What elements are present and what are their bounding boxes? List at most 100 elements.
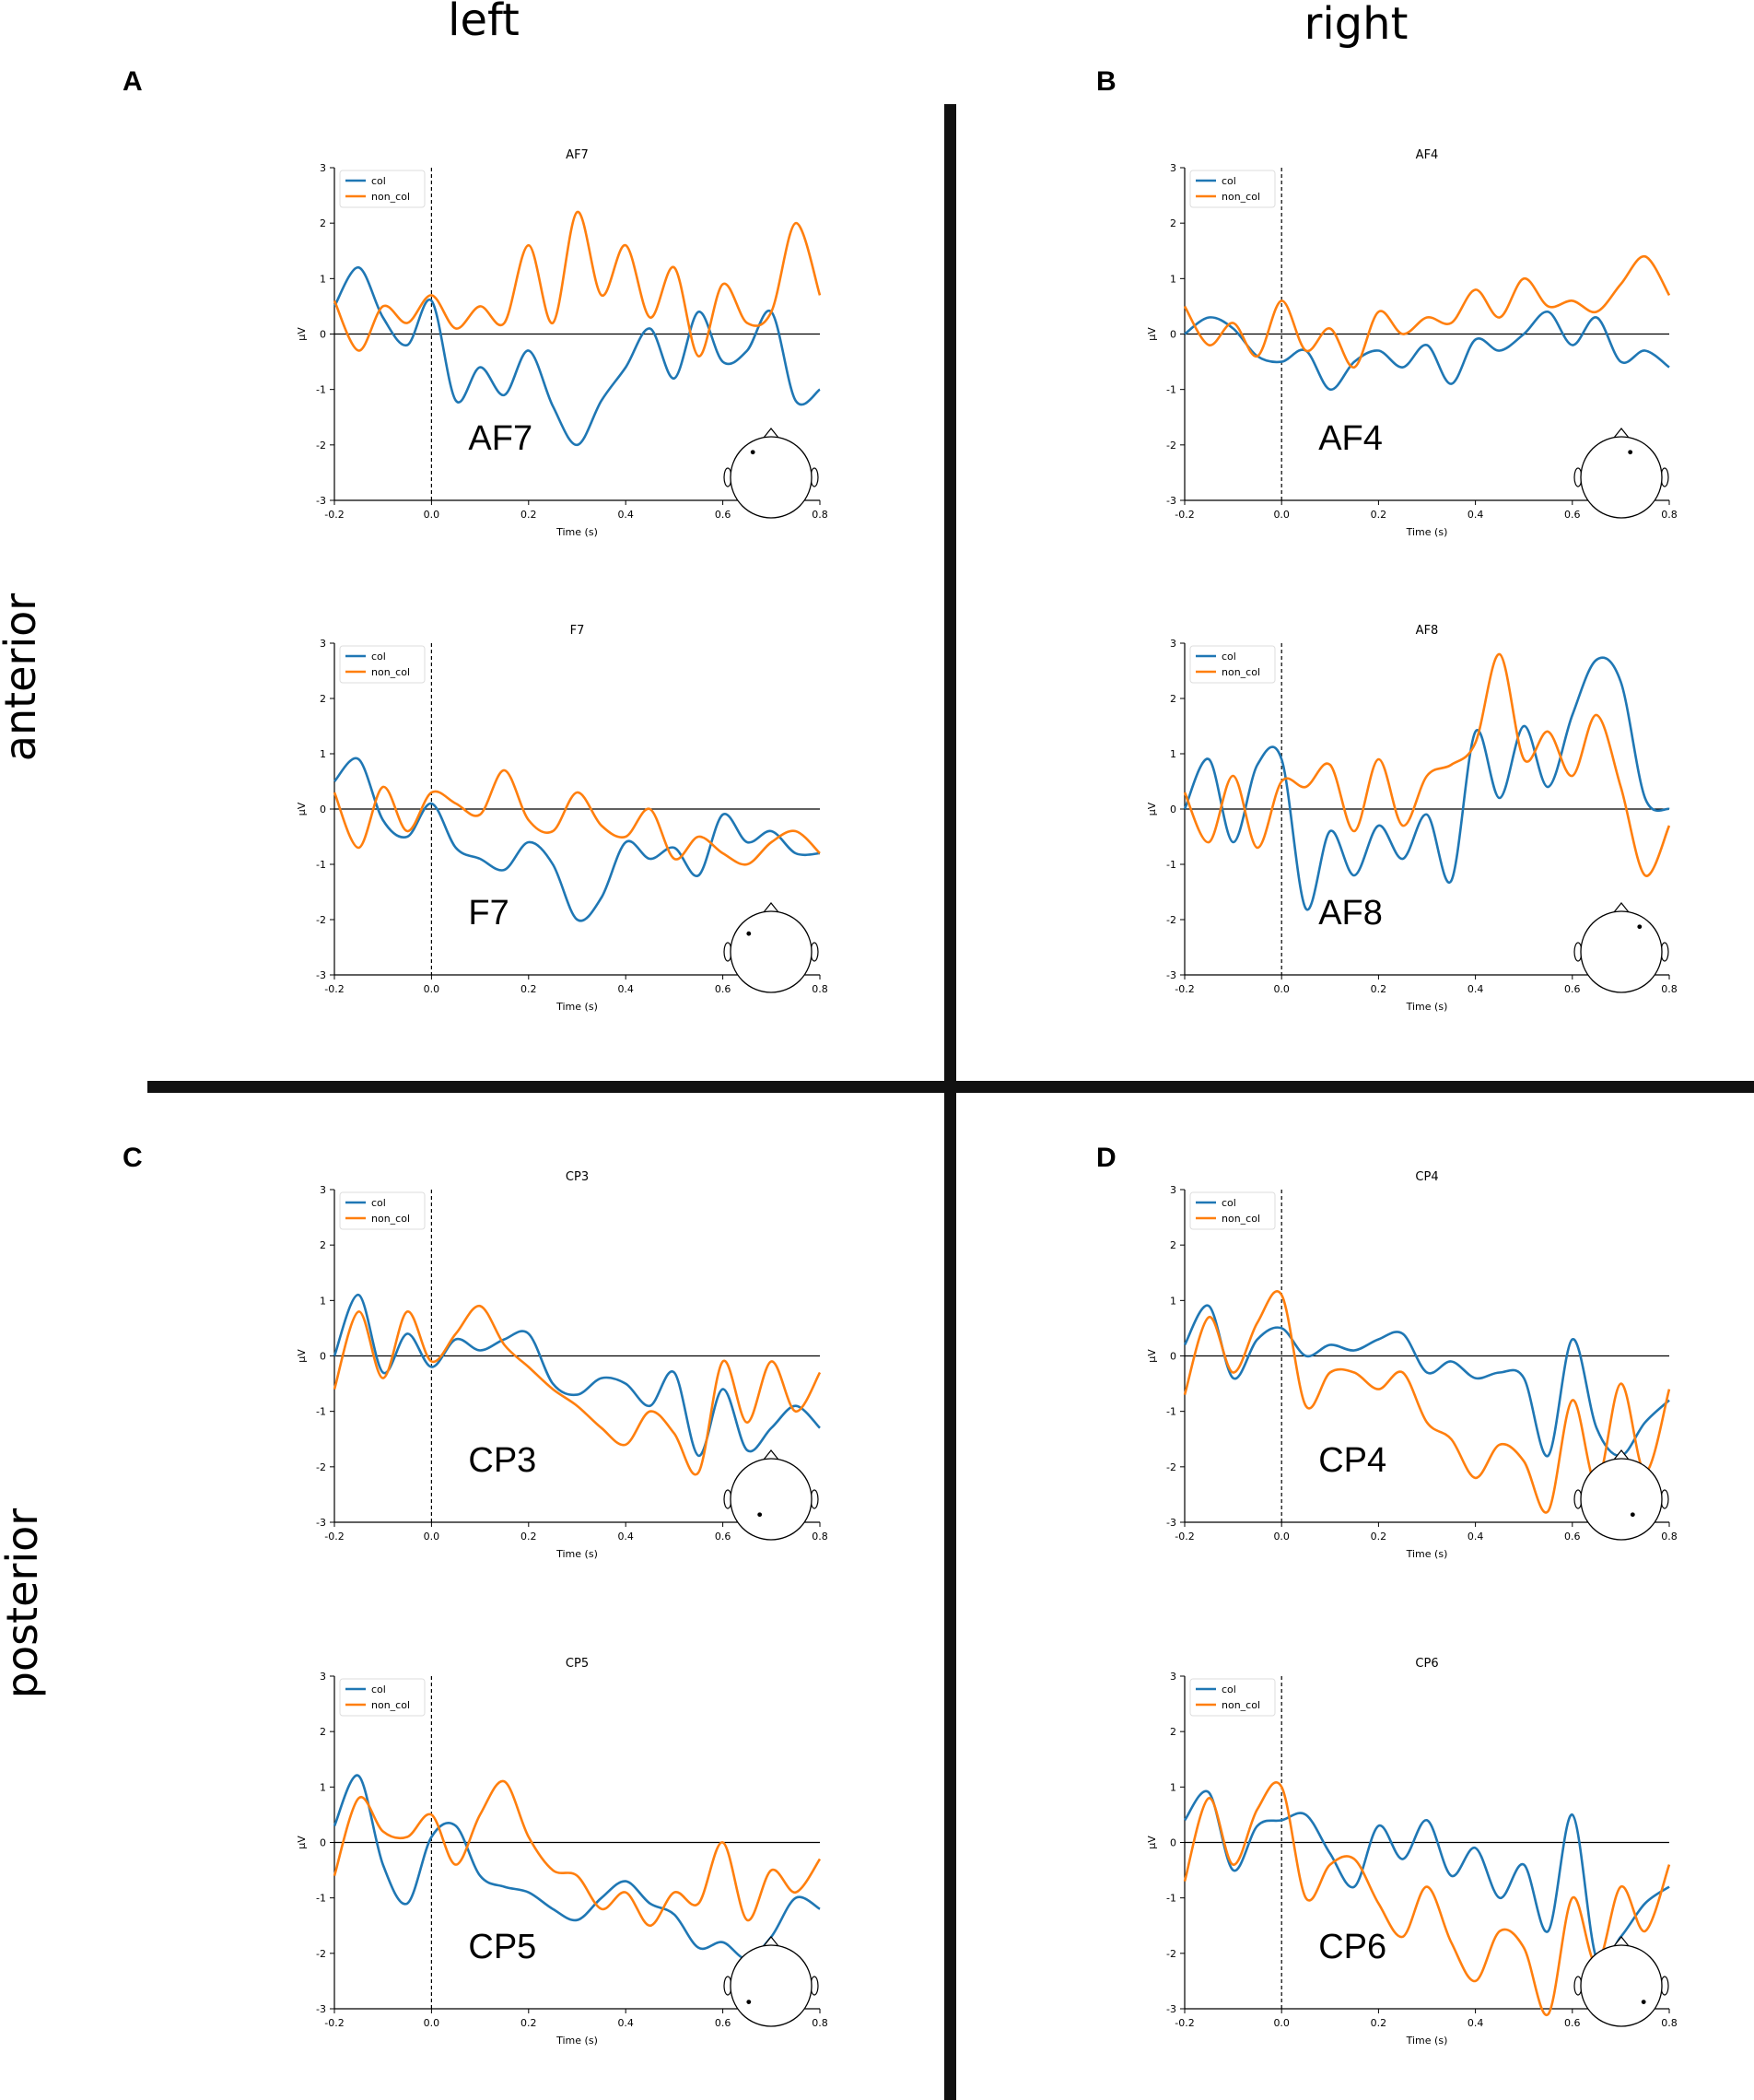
legend-label: non_col (1222, 1213, 1260, 1225)
y-tick-label: -2 (1166, 914, 1176, 926)
x-tick-label: 0.2 (520, 509, 537, 521)
y-tick-label: 2 (320, 1239, 326, 1251)
y-tick-label: 1 (320, 1781, 326, 1793)
series-line-col (333, 1774, 821, 1961)
legend: col non_col (1189, 645, 1276, 684)
x-tick-label: 0.0 (424, 509, 440, 521)
y-tick-label: 1 (1170, 273, 1176, 285)
series-line-non-col (333, 1779, 822, 1928)
channel-label: AF8 (1318, 894, 1383, 933)
series-line-non-col (1183, 254, 1671, 369)
chart-title: AF7 (566, 148, 589, 162)
y-tick-label: -3 (1166, 2003, 1176, 2015)
chart-title: AF8 (1416, 624, 1439, 638)
y-tick-label: -3 (1166, 969, 1176, 981)
x-axis-label: Time (s) (555, 2035, 598, 2047)
y-tick-label: -3 (316, 495, 326, 507)
y-axis-label: µV (296, 327, 308, 341)
x-tick-label: 0.6 (715, 2017, 731, 2029)
series-line-non-col (333, 210, 822, 358)
x-axis-label: Time (s) (1406, 2035, 1448, 2047)
head-outline (730, 1944, 813, 2027)
y-tick-label: 1 (320, 273, 326, 285)
y-tick-label: 0 (1170, 1351, 1176, 1363)
x-tick-label: 0.4 (617, 983, 634, 995)
y-axis-label: µV (296, 802, 308, 815)
panel-letter-b: B (1096, 66, 1117, 97)
sensor-dot (1641, 2000, 1646, 2005)
x-axis-label: Time (s) (555, 1001, 598, 1013)
head-outline (730, 1458, 813, 1541)
subplot-af7: AF7 3 2 1 0 -1 -2 -3 -0.2 0.0 0.2 0.4 0.6 0.8 Time (s)… (296, 148, 828, 538)
x-tick-label: 0.2 (520, 983, 537, 995)
y-tick-label: 3 (1170, 1671, 1176, 1683)
y-tick-label: 3 (320, 1671, 326, 1683)
sensor-dot (1628, 450, 1633, 455)
head-topomap (723, 428, 819, 519)
sensor-dot (1630, 1512, 1635, 1518)
x-tick-label: -0.2 (1175, 1531, 1194, 1543)
y-tick-label: -1 (316, 384, 326, 396)
row-label-posterior: posterior (0, 1508, 47, 1698)
subplot-cp4: CP4 3 2 1 0 -1 -2 -3 -0.2 0.0 0.2 0.4 0.6 0.8 Time (s)… (1146, 1170, 1678, 1560)
x-tick-label: -0.2 (324, 983, 344, 995)
legend: col non_col (1189, 1191, 1276, 1230)
y-tick-label: 0 (320, 329, 326, 341)
y-tick-label: 2 (320, 693, 326, 705)
x-tick-label: 0.8 (812, 509, 828, 521)
nose-shape (763, 1936, 779, 1947)
sensor-dot (1637, 924, 1643, 930)
series-line-col (333, 757, 821, 922)
chart-title: CP5 (566, 1657, 589, 1671)
legend: col non_col (1189, 170, 1276, 208)
x-tick-label: 0.8 (1661, 2017, 1678, 2029)
y-tick-label: 3 (1170, 1184, 1176, 1196)
head-topomap (1573, 1936, 1669, 2027)
y-tick-label: 1 (1170, 1781, 1176, 1793)
channel-label: CP4 (1318, 1441, 1386, 1480)
x-tick-label: 0.6 (715, 1531, 731, 1543)
subplot-cp3: CP3 3 2 1 0 -1 -2 -3 -0.2 0.0 0.2 0.4 0.6 0.8 Time (s)… (296, 1170, 828, 1560)
channel-label: CP5 (468, 1928, 536, 1966)
y-tick-label: -1 (316, 1406, 326, 1418)
legend-label: col (371, 1684, 386, 1695)
x-axis-label: Time (s) (1406, 1001, 1448, 1013)
y-tick-label: 2 (1170, 217, 1176, 229)
x-axis-label: Time (s) (555, 526, 598, 538)
legend-label: col (371, 651, 386, 663)
nose-shape (1613, 428, 1630, 439)
x-axis-label: Time (s) (555, 1548, 598, 1560)
x-tick-label: 0.6 (1564, 2017, 1581, 2029)
channel-label: F7 (468, 894, 509, 933)
legend: col non_col (339, 170, 426, 208)
y-tick-label: 0 (1170, 329, 1176, 341)
y-tick-label: 1 (1170, 748, 1176, 760)
head-outline (1580, 1944, 1663, 2027)
x-tick-label: -0.2 (1175, 2017, 1194, 2029)
x-tick-label: -0.2 (1175, 509, 1194, 521)
x-tick-label: 0.2 (1371, 509, 1387, 521)
y-tick-label: 3 (1170, 162, 1176, 174)
x-tick-label: 0.8 (812, 983, 828, 995)
head-outline (1580, 1458, 1663, 1541)
vertical-divider (944, 104, 956, 2100)
x-tick-label: 0.6 (1564, 1531, 1581, 1543)
legend: col non_col (1189, 1678, 1276, 1717)
nose-shape (1613, 1936, 1630, 1947)
x-tick-label: 0.2 (1371, 983, 1387, 995)
y-tick-label: -1 (1166, 859, 1176, 871)
channel-label: CP3 (468, 1441, 536, 1480)
legend-label: col (371, 1197, 386, 1209)
x-tick-label: 0.6 (1564, 509, 1581, 521)
x-tick-label: 0.4 (617, 2017, 634, 2029)
x-tick-label: 0.4 (1468, 509, 1484, 521)
panel-letter-d: D (1096, 1143, 1117, 1173)
x-tick-label: 0.4 (1468, 2017, 1484, 2029)
y-tick-label: -3 (316, 969, 326, 981)
x-tick-label: 0.8 (812, 2017, 828, 2029)
y-tick-label: 0 (1170, 1837, 1176, 1849)
head-topomap (1573, 902, 1669, 993)
y-tick-label: -2 (1166, 1461, 1176, 1473)
sensor-dot (750, 450, 755, 455)
chart-title: AF4 (1416, 148, 1439, 162)
